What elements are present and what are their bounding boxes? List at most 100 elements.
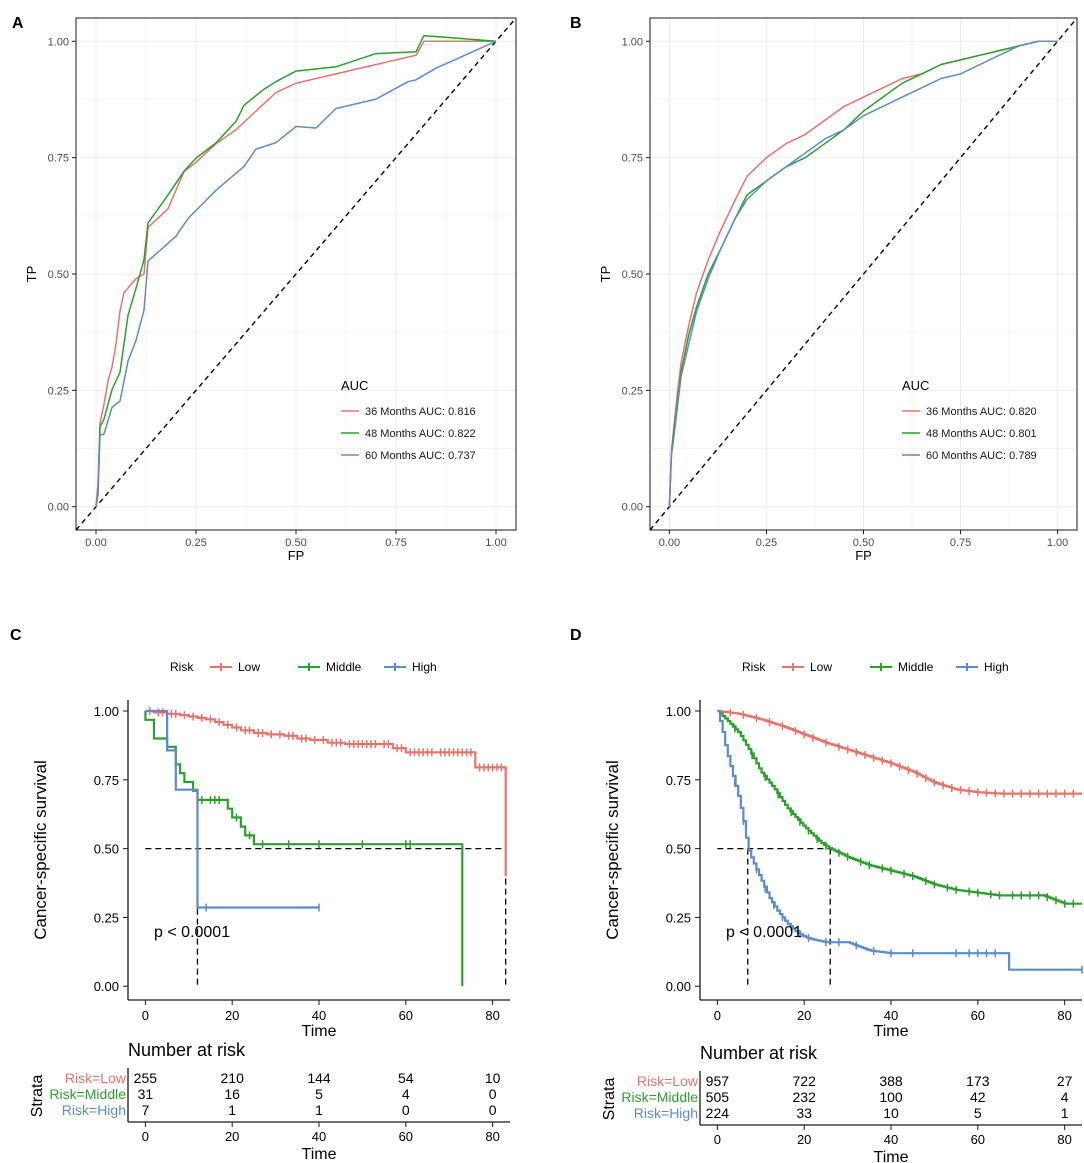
risk-value: 957 <box>706 1073 730 1089</box>
y-tick-label: 0.25 <box>94 910 119 925</box>
y-axis-title: TP <box>24 266 39 283</box>
km-curve-high <box>145 709 319 909</box>
y-tick-label: 0.00 <box>666 979 691 994</box>
risk-x-tick-label: 80 <box>1057 1132 1071 1147</box>
risk-value: 144 <box>307 1070 331 1086</box>
y-tick-label: 0.50 <box>48 269 69 281</box>
legend-label-1: 36 Months AUC: 0.816 <box>365 406 476 418</box>
x-tick-label: 80 <box>485 1008 499 1023</box>
risk-value: 5 <box>315 1086 323 1102</box>
risk-value: 0 <box>402 1102 410 1118</box>
risk-value: 4 <box>402 1086 410 1102</box>
risk-value: 16 <box>224 1086 240 1102</box>
risk-value: 505 <box>706 1089 730 1105</box>
legend-title: AUC <box>341 378 368 393</box>
risk-value: 210 <box>221 1070 245 1086</box>
x-tick-label: 0.50 <box>853 537 874 549</box>
panel-A: A 0.00 0.00 0.25 0.25 0.50 0.50 0.75 0.75 1.00 1.0… <box>12 15 517 563</box>
km-curve-high <box>717 709 1082 971</box>
y-tick-label: 1.00 <box>94 704 119 719</box>
legend-label-high: High <box>984 660 1009 674</box>
legend-label-2: 48 Months AUC: 0.801 <box>926 428 1037 440</box>
roc-series-2 <box>95 34 497 507</box>
x-tick-label: 0 <box>142 1008 149 1023</box>
risk-x-axis-title: Time <box>874 1149 909 1163</box>
y-tick-label: 0.75 <box>48 153 69 165</box>
x-tick-label: 40 <box>884 1008 898 1023</box>
panel-label-A: A <box>12 15 24 32</box>
y-tick-label: 0.25 <box>666 910 691 925</box>
y-tick-label: 0.00 <box>94 979 119 994</box>
y-tick-label: 0.75 <box>666 773 691 788</box>
x-tick-label: 0 <box>714 1008 721 1023</box>
risk-value: 0 <box>489 1102 497 1118</box>
y-axis-title: Cancer-specific survival <box>31 760 50 940</box>
risk-value: 7 <box>141 1102 149 1118</box>
risk-x-tick-label: 0 <box>714 1132 721 1147</box>
risk-value: 173 <box>966 1073 990 1089</box>
x-tick-label: 0.75 <box>385 537 406 549</box>
risk-table-title: Number at risk <box>700 1043 818 1063</box>
x-tick-label: 0.75 <box>950 537 971 549</box>
legend-label-middle: Middle <box>898 660 934 674</box>
risk-row-label: Risk=Low <box>65 1070 127 1086</box>
km-curve-middle <box>717 709 1082 905</box>
risk-value: 31 <box>138 1086 154 1102</box>
strata-label: Strata <box>601 1078 618 1121</box>
x-tick-label: 0.00 <box>85 537 106 549</box>
y-tick-label: 0.25 <box>622 385 643 397</box>
risk-row-label: Risk=Middle <box>49 1086 126 1102</box>
risk-value: 0 <box>489 1086 497 1102</box>
legend-label-1: 36 Months AUC: 0.820 <box>926 406 1037 418</box>
risk-x-tick-label: 20 <box>225 1129 239 1144</box>
risk-value: 42 <box>970 1089 986 1105</box>
legend-label-high: High <box>412 660 437 674</box>
risk-x-tick-label: 40 <box>884 1132 898 1147</box>
risk-x-axis-title: Time <box>302 1146 337 1163</box>
roc-series-3 <box>95 40 497 507</box>
y-tick-label: 0.75 <box>94 773 119 788</box>
y-tick-label: 0.50 <box>94 842 119 857</box>
risk-value: 1 <box>228 1102 236 1118</box>
risk-value: 33 <box>796 1105 812 1121</box>
y-tick-label: 0.75 <box>622 153 643 165</box>
risk-x-tick-label: 60 <box>399 1129 413 1144</box>
risk-x-tick-label: 0 <box>142 1129 149 1144</box>
risk-value: 4 <box>1061 1089 1069 1105</box>
y-tick-label: 1.00 <box>622 36 643 48</box>
risk-row-label: Risk=Low <box>637 1073 699 1089</box>
risk-x-tick-label: 80 <box>485 1129 499 1144</box>
risk-row-label: Risk=High <box>634 1105 698 1121</box>
x-tick-label: 0.25 <box>756 537 777 549</box>
risk-value: 10 <box>883 1105 899 1121</box>
risk-row-label: Risk=Middle <box>621 1089 698 1105</box>
strata-label: Strata <box>29 1075 46 1118</box>
panel-D: D Risk Low Middle High 0.00 0.25 0.50 0.75 1.00 0 2… <box>570 627 1083 1040</box>
risk-table-title: Number at risk <box>128 1040 246 1060</box>
risk-value: 1 <box>315 1102 323 1118</box>
reference-diagonal <box>649 17 1078 531</box>
reference-diagonal <box>75 17 517 531</box>
risk-value: 27 <box>1057 1073 1073 1089</box>
roc-series-2 <box>668 40 1058 507</box>
x-tick-label: 20 <box>797 1008 811 1023</box>
y-tick-label: 1.00 <box>48 36 69 48</box>
legend-title: Risk <box>170 660 194 674</box>
y-axis-title: Cancer-specific survival <box>603 760 622 940</box>
legend-label-low: Low <box>810 660 832 674</box>
risk-value: 255 <box>134 1070 158 1086</box>
legend-label-low: Low <box>238 660 260 674</box>
risk-value: 722 <box>793 1073 817 1089</box>
x-tick-label: 80 <box>1057 1008 1071 1023</box>
x-axis-title: Time <box>874 1023 909 1040</box>
risk-value: 10 <box>485 1070 501 1086</box>
legend-label-3: 60 Months AUC: 0.737 <box>365 450 476 462</box>
panel-label-C: C <box>10 627 22 644</box>
risk-value: 388 <box>879 1073 903 1089</box>
legend-title: Risk <box>742 660 766 674</box>
x-tick-label: 1.00 <box>1047 537 1068 549</box>
risk-value: 224 <box>706 1105 730 1121</box>
x-tick-label: 0.50 <box>285 537 306 549</box>
